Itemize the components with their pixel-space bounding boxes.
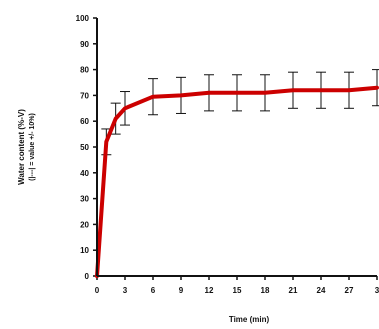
y-tick-label: 40	[80, 169, 89, 178]
x-tick-label: 27	[345, 286, 354, 295]
error-bars	[101, 69, 379, 156]
y-tick-label: 80	[80, 66, 89, 75]
y-axis-label-note: (|---| = value +/- 10%)	[29, 113, 36, 181]
x-tick-label: 12	[205, 286, 214, 295]
y-axis-ticks: 0 10 20 30 40 50 60 70 80 90 100	[76, 14, 97, 281]
x-tick-label: 3	[123, 286, 128, 295]
x-tick-label: 3	[375, 286, 379, 295]
x-axis-ticks: 0 3 6 9 12 15 18 21 24 27 3	[95, 276, 379, 295]
y-tick-label: 60	[80, 117, 89, 126]
y-axis-label: Water content (%-V)	[17, 109, 26, 185]
x-tick-label: 15	[233, 286, 242, 295]
y-tick-label: 100	[76, 14, 90, 23]
x-tick-label: 0	[95, 286, 100, 295]
y-tick-label: 90	[80, 40, 89, 49]
x-tick-label: 6	[151, 286, 156, 295]
y-tick-label: 10	[80, 246, 89, 255]
y-tick-label: 70	[80, 91, 89, 100]
y-tick-label: 50	[80, 143, 89, 152]
x-tick-label: 21	[289, 286, 298, 295]
y-tick-label: 20	[80, 220, 89, 229]
series-line	[95, 85, 379, 278]
x-tick-label: 9	[179, 286, 184, 295]
x-axis-label: Time (min)	[229, 315, 270, 324]
y-tick-label: 0	[85, 272, 90, 281]
x-tick-label: 18	[261, 286, 270, 295]
y-tick-label: 30	[80, 195, 89, 204]
x-tick-label: 24	[317, 286, 326, 295]
